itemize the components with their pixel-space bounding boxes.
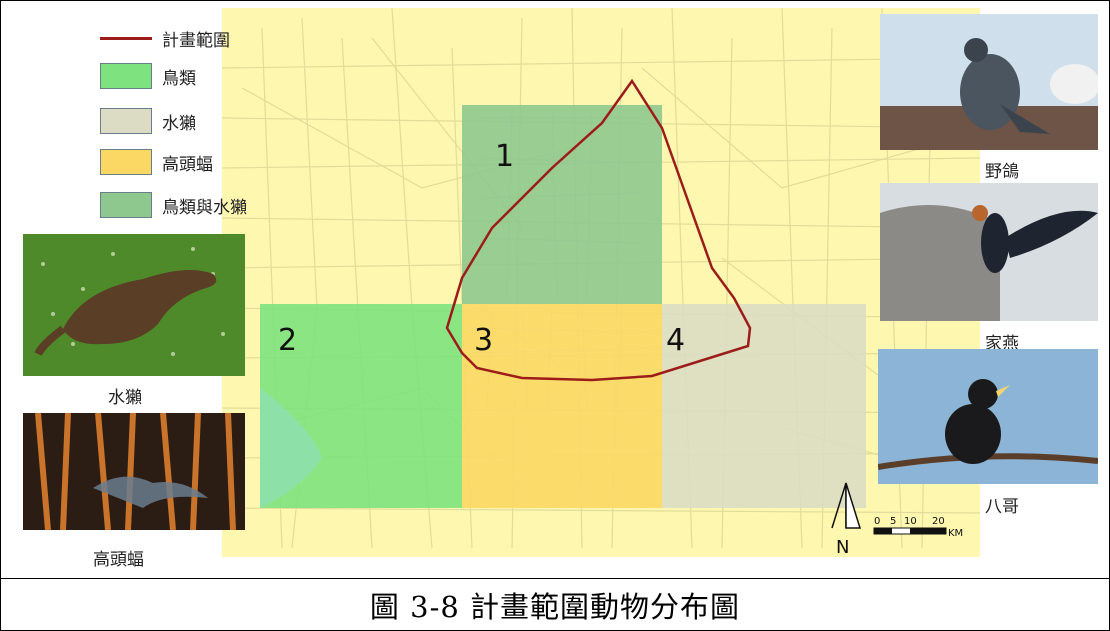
zone-otter [662,304,866,508]
water-patch [260,388,322,508]
zone-bat [462,304,662,508]
legend-item-birds: 鳥類 [100,62,196,90]
zone-label-2: 2 [278,323,297,358]
scale-tick-2: 10 [904,516,917,527]
scale-tick-3: 20 [932,516,945,527]
otter-photo [23,234,245,376]
swallow-photo [880,183,1098,321]
zone-birds-and-otter [462,105,662,304]
zone-label-1: 1 [495,139,514,174]
legend-swatch [100,108,152,134]
scale-tick-0: 0 [874,516,880,527]
map: 1 2 3 4 N 0 5 10 20 KM [222,8,980,557]
legend-label: 鳥類 [162,68,196,89]
figure-caption: 圖 3-8 計畫範圍動物分布圖 [369,590,741,624]
pigeon-photo-label: 野鴿 [985,162,1019,182]
scale-tick-1: 5 [890,516,896,527]
otter-photo-label: 水獺 [108,388,142,408]
north-arrow-icon: N [831,482,862,557]
zone-label-4: 4 [666,323,685,358]
legend-swatch [100,149,152,175]
myna-photo [878,349,1098,484]
legend-label: 計畫範圍 [162,30,230,51]
bat-photo-label: 高頭蝠 [93,550,144,570]
legend-line-swatch [100,36,152,40]
legend-item-plan: 計畫範圍 [100,24,230,52]
zone-label-3: 3 [474,323,493,358]
pigeon-photo [880,14,1098,150]
legend-swatch [100,192,152,218]
myna-photo-label: 八哥 [985,497,1019,517]
scale-bar: 0 5 10 20 KM [873,516,963,539]
caption-separator [0,578,1110,579]
legend-item-bat: 高頭蝠 [100,148,213,176]
legend-swatch [100,63,152,89]
plan-boundary [445,78,752,382]
scale-unit: KM [948,528,963,539]
bat-photo [23,413,245,530]
legend-label: 高頭蝠 [162,154,213,175]
legend-item-otter: 水獺 [100,107,196,135]
legend-label: 鳥類與水獺 [162,197,247,218]
legend-label: 水獺 [162,113,196,134]
compass-label: N [836,537,849,557]
legend-item-birds-and-otter: 鳥類與水獺 [100,191,247,219]
